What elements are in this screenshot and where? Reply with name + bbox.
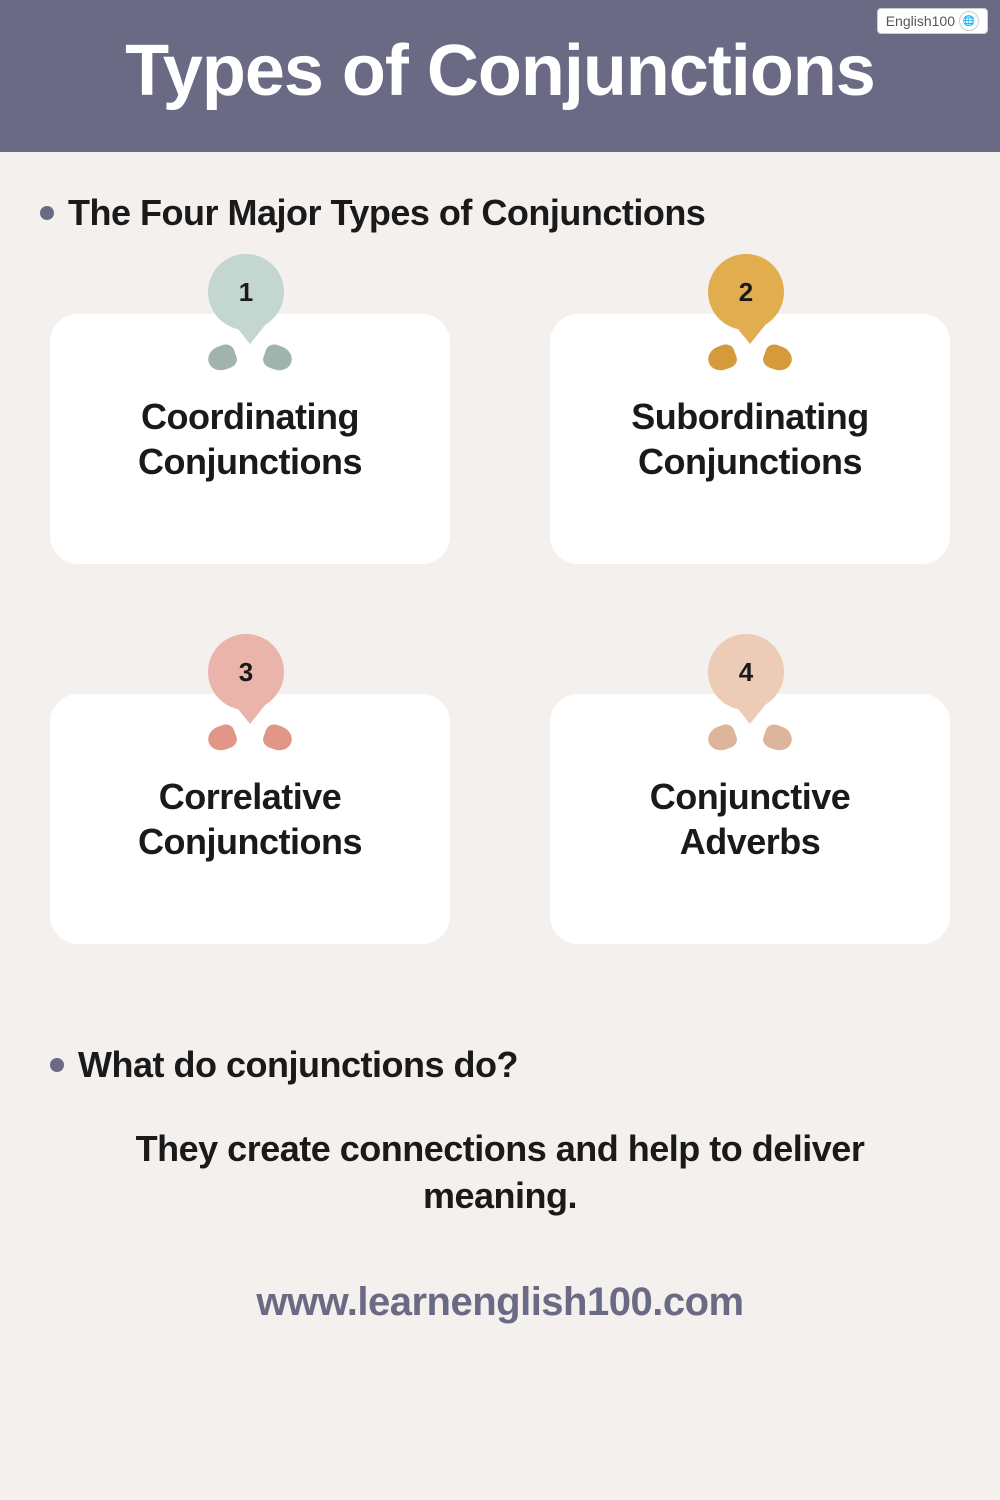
pin-circle: 2 — [708, 254, 784, 330]
brand-badge: English100 🌐 — [877, 8, 988, 34]
conjunction-card: 2 SubordinatingConjunctions — [550, 314, 950, 564]
card-title: SubordinatingConjunctions — [570, 394, 930, 484]
pin-icon: 4 — [708, 634, 792, 750]
badge-flag-icon: 🌐 — [959, 11, 979, 31]
pin-drops — [208, 346, 292, 370]
content: The Four Major Types of Conjunctions 1 C… — [0, 152, 1000, 1345]
drop-icon — [761, 722, 796, 754]
question-row: What do conjunctions do? — [50, 1044, 950, 1086]
pin-drops — [208, 726, 292, 750]
card-title: ConjunctiveAdverbs — [570, 774, 930, 864]
pin-icon: 3 — [208, 634, 292, 750]
drop-icon — [705, 722, 740, 754]
card-title: CorrelativeConjunctions — [70, 774, 430, 864]
pin-circle: 1 — [208, 254, 284, 330]
page-title: Types of Conjunctions — [20, 30, 980, 112]
card-title: CoordinatingConjunctions — [70, 394, 430, 484]
badge-text: English100 — [886, 13, 955, 29]
pin-circle: 4 — [708, 634, 784, 710]
bullet-icon — [40, 206, 54, 220]
conjunction-card: 4 ConjunctiveAdverbs — [550, 694, 950, 944]
conjunction-card: 3 CorrelativeConjunctions — [50, 694, 450, 944]
header: English100 🌐 Types of Conjunctions — [0, 0, 1000, 152]
question-section: What do conjunctions do? They create con… — [40, 1044, 960, 1220]
footer-url: www.learnenglish100.com — [40, 1280, 960, 1325]
drop-icon — [705, 342, 740, 374]
pin-drops — [708, 346, 792, 370]
pin-icon: 2 — [708, 254, 792, 370]
drop-icon — [261, 342, 296, 374]
pin-circle: 3 — [208, 634, 284, 710]
conjunction-card: 1 CoordinatingConjunctions — [50, 314, 450, 564]
drop-icon — [205, 722, 240, 754]
subheading-text: The Four Major Types of Conjunctions — [68, 192, 705, 234]
pin-icon: 1 — [208, 254, 292, 370]
bullet-icon — [50, 1058, 64, 1072]
cards-grid: 1 CoordinatingConjunctions 2 Subordinati… — [40, 314, 960, 944]
pin-drops — [708, 726, 792, 750]
question-text: What do conjunctions do? — [78, 1044, 518, 1086]
answer-text: They create connections and help to deli… — [50, 1126, 950, 1220]
drop-icon — [761, 342, 796, 374]
subheading-row: The Four Major Types of Conjunctions — [40, 192, 960, 234]
drop-icon — [261, 722, 296, 754]
drop-icon — [205, 342, 240, 374]
